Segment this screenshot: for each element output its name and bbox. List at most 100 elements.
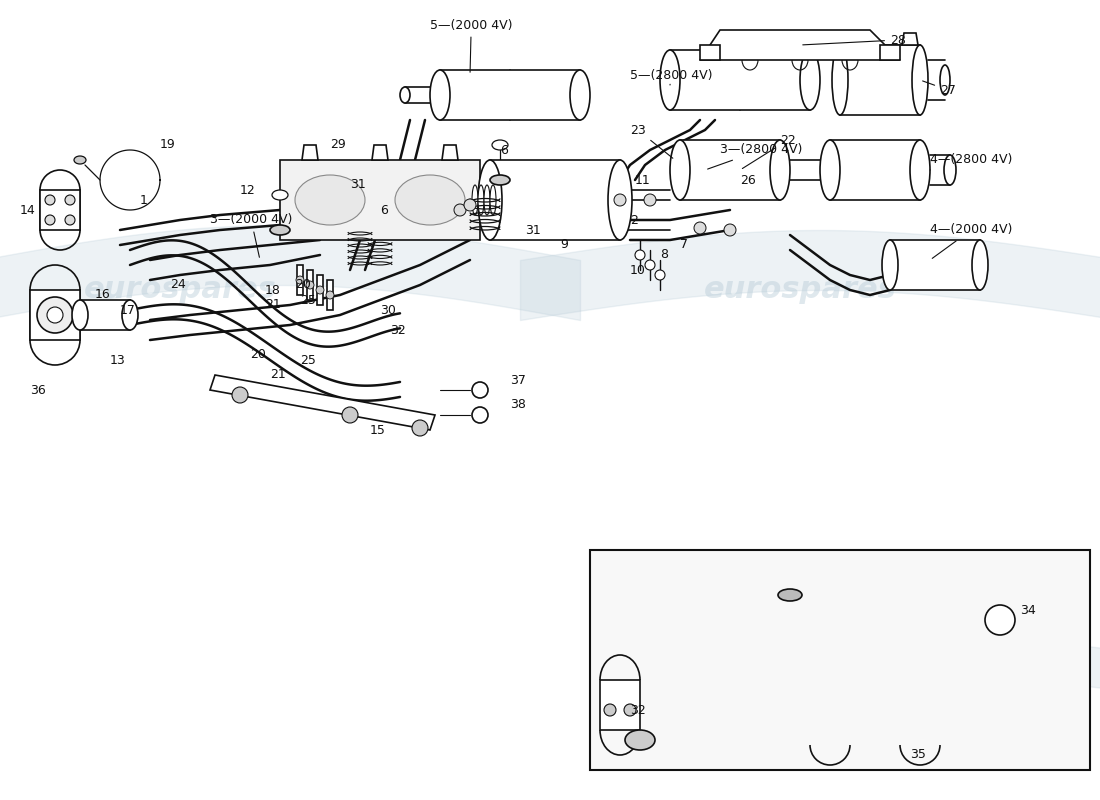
Text: 5—(2000 4V): 5—(2000 4V) [430,18,513,72]
Ellipse shape [472,185,478,215]
Circle shape [306,281,313,289]
Circle shape [472,407,488,423]
Polygon shape [317,275,323,305]
Polygon shape [327,280,333,310]
Text: 25: 25 [300,294,316,306]
Polygon shape [700,45,720,60]
Circle shape [984,605,1015,635]
Polygon shape [890,240,980,290]
Circle shape [464,199,476,211]
Polygon shape [372,145,388,160]
Polygon shape [440,70,580,120]
Ellipse shape [490,185,496,215]
Text: 24: 24 [170,278,186,291]
Text: 26: 26 [740,174,756,186]
Circle shape [232,387,248,403]
Ellipse shape [972,240,988,290]
Ellipse shape [944,155,956,185]
Text: 4—(2800 4V): 4—(2800 4V) [930,154,1012,170]
Ellipse shape [882,240,898,290]
Ellipse shape [478,160,502,240]
Ellipse shape [400,87,410,103]
Text: 19: 19 [160,138,176,151]
Ellipse shape [608,160,632,240]
Text: 32: 32 [390,323,406,337]
Text: 14: 14 [20,203,35,217]
Text: 6: 6 [379,203,388,217]
Text: 30: 30 [379,303,396,317]
Circle shape [316,286,324,294]
Ellipse shape [670,140,690,200]
Circle shape [326,291,334,299]
Text: 13: 13 [110,354,125,366]
Circle shape [624,704,636,716]
Ellipse shape [478,185,484,215]
Ellipse shape [122,300,138,330]
Polygon shape [902,33,918,45]
Text: 32: 32 [630,703,646,717]
Text: 31: 31 [350,178,365,191]
Polygon shape [490,160,620,240]
Circle shape [65,195,75,205]
Polygon shape [40,190,80,230]
Ellipse shape [295,175,365,225]
Circle shape [454,204,466,216]
Ellipse shape [625,730,654,750]
Text: 28: 28 [803,34,906,46]
Ellipse shape [800,50,820,110]
Polygon shape [842,33,858,45]
Polygon shape [840,45,920,115]
Ellipse shape [430,70,450,120]
Ellipse shape [910,140,930,200]
Text: 16: 16 [95,289,111,302]
Ellipse shape [570,70,590,120]
Text: 10: 10 [630,263,646,277]
Circle shape [296,276,304,284]
Ellipse shape [395,175,465,225]
Polygon shape [297,265,302,295]
Ellipse shape [484,185,490,215]
Text: 22: 22 [742,134,795,169]
Polygon shape [30,290,80,340]
Ellipse shape [272,190,288,200]
Text: 18: 18 [265,283,280,297]
Polygon shape [830,140,920,200]
Polygon shape [302,145,318,160]
Text: 12: 12 [240,183,255,197]
Ellipse shape [660,50,680,110]
Text: 4—(2000 4V): 4—(2000 4V) [930,223,1012,258]
Text: 31: 31 [525,223,541,237]
Ellipse shape [778,589,802,601]
Circle shape [47,307,63,323]
Text: 8: 8 [660,249,668,262]
Text: 20: 20 [250,349,266,362]
Circle shape [604,704,616,716]
Polygon shape [80,300,130,330]
Circle shape [45,195,55,205]
Text: 15: 15 [370,423,386,437]
Text: eurospares: eurospares [780,660,921,680]
Polygon shape [210,375,434,430]
Text: eurospares: eurospares [84,275,276,305]
Polygon shape [307,270,314,300]
Ellipse shape [74,156,86,164]
Text: 35: 35 [910,749,926,762]
Circle shape [45,215,55,225]
Circle shape [654,270,666,280]
Ellipse shape [492,140,508,150]
Text: 38: 38 [510,398,526,411]
Ellipse shape [912,45,928,115]
Text: 29: 29 [330,138,345,151]
Text: 27: 27 [923,81,956,97]
Text: 9: 9 [560,238,568,251]
Circle shape [65,215,75,225]
Circle shape [614,194,626,206]
Polygon shape [670,50,810,110]
Polygon shape [280,160,480,240]
Circle shape [694,222,706,234]
Text: 37: 37 [510,374,526,386]
Ellipse shape [940,65,950,95]
Ellipse shape [387,165,403,195]
Text: 17: 17 [120,303,136,317]
Text: eurospares: eurospares [704,275,896,305]
